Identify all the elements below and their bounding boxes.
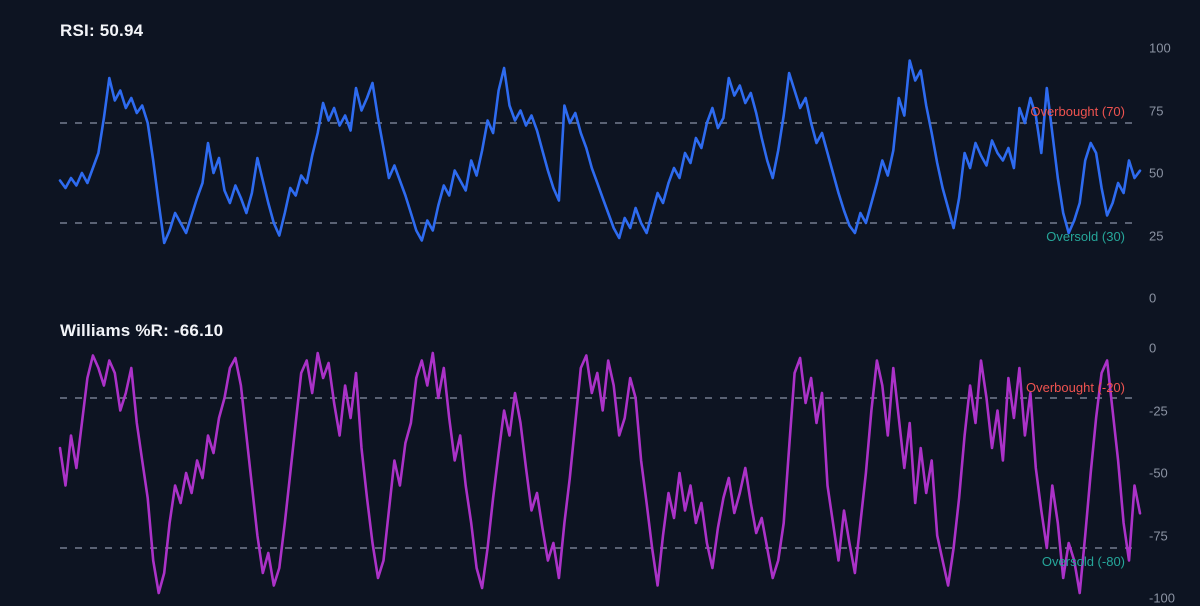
y-axis-tick: 100 — [1149, 40, 1171, 56]
williams-plot — [58, 351, 1142, 595]
rsi-panel-title: RSI: 50.94 — [60, 21, 144, 40]
y-axis-tick: 0 — [1149, 290, 1157, 306]
y-axis-tick: -50 — [1149, 465, 1168, 481]
y-axis-tick: 50 — [1149, 165, 1164, 181]
y-axis-tick: 0 — [1149, 340, 1157, 356]
y-axis-tick: -75 — [1149, 528, 1168, 543]
williams-oversold-label: Oversold (-80) — [1041, 554, 1125, 569]
y-axis-tick: -100 — [1149, 590, 1176, 606]
y-axis-tick: 25 — [1149, 228, 1164, 243]
williams-panel-title: Williams %R: -66.10 — [60, 321, 224, 340]
williams-overbought-label: Overbought (-20) — [1026, 380, 1125, 395]
williams-r-line — [58, 351, 1142, 595]
rsi-line — [58, 59, 1142, 245]
rsi-plot — [58, 59, 1142, 245]
y-axis-tick: -25 — [1149, 403, 1168, 418]
rsi-oversold-label: Oversold (30) — [1046, 229, 1125, 244]
y-axis-tick: 75 — [1149, 103, 1164, 118]
rsi-overbought-label: Overbought (70) — [1030, 104, 1125, 119]
